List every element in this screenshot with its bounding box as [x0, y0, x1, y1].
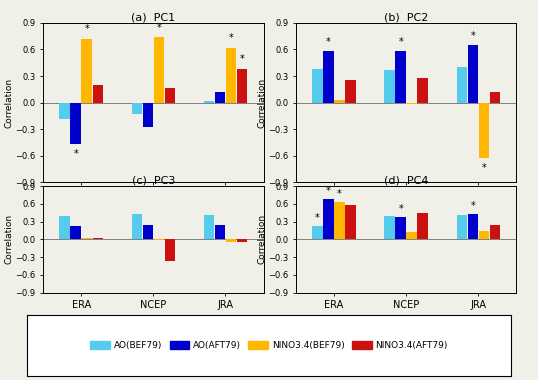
Text: *: *: [398, 37, 403, 47]
Bar: [490, 92, 500, 103]
Bar: [70, 226, 81, 239]
Bar: [204, 215, 214, 239]
Text: *: *: [229, 33, 233, 43]
Title: (b)  PC2: (b) PC2: [384, 12, 428, 22]
Legend: AO(BEF79), AO(AFT79), NINO3.4(BEF79), NINO3.4(AFT79): AO(BEF79), AO(AFT79), NINO3.4(BEF79), NI…: [88, 339, 450, 353]
Text: *: *: [398, 204, 403, 214]
Bar: [70, 103, 81, 144]
Text: *: *: [239, 54, 244, 65]
Bar: [334, 202, 345, 239]
Y-axis label: Correlation: Correlation: [5, 78, 14, 128]
Bar: [59, 216, 70, 239]
Bar: [457, 215, 467, 239]
Bar: [334, 100, 345, 103]
Bar: [407, 232, 417, 239]
Text: *: *: [337, 189, 342, 199]
Bar: [395, 51, 406, 103]
Bar: [132, 103, 142, 114]
Title: (a)  PC1: (a) PC1: [131, 12, 175, 22]
Bar: [143, 103, 153, 127]
Bar: [457, 67, 467, 103]
Bar: [237, 239, 247, 242]
Bar: [81, 39, 92, 103]
Bar: [385, 70, 395, 103]
Title: (c)  PC3: (c) PC3: [132, 176, 175, 185]
Bar: [385, 216, 395, 239]
Title: (d)  PC4: (d) PC4: [384, 176, 428, 185]
Bar: [479, 231, 489, 239]
Bar: [468, 214, 478, 239]
Text: *: *: [470, 201, 475, 211]
Text: *: *: [315, 214, 320, 223]
Bar: [81, 238, 92, 239]
Bar: [345, 81, 356, 103]
Bar: [59, 103, 70, 119]
Text: *: *: [73, 149, 78, 159]
Bar: [215, 225, 225, 239]
Y-axis label: Correlation: Correlation: [258, 78, 267, 128]
Text: *: *: [326, 37, 331, 47]
Text: *: *: [470, 30, 475, 41]
Bar: [93, 238, 103, 239]
Bar: [226, 48, 236, 103]
Bar: [312, 69, 323, 103]
Bar: [407, 103, 417, 105]
Bar: [323, 199, 334, 239]
Bar: [417, 213, 428, 239]
Bar: [312, 226, 323, 239]
Bar: [395, 217, 406, 239]
Bar: [143, 225, 153, 239]
Text: *: *: [482, 163, 486, 173]
Bar: [154, 37, 164, 103]
Bar: [132, 214, 142, 239]
Bar: [154, 239, 164, 240]
Bar: [479, 103, 489, 158]
Y-axis label: Correlation: Correlation: [5, 214, 14, 264]
Y-axis label: Correlation: Correlation: [258, 214, 267, 264]
Bar: [226, 239, 236, 242]
Bar: [215, 92, 225, 103]
Bar: [204, 101, 214, 103]
Text: *: *: [157, 22, 161, 33]
Bar: [323, 51, 334, 103]
Bar: [93, 85, 103, 103]
Bar: [468, 45, 478, 103]
Bar: [490, 225, 500, 239]
Bar: [345, 205, 356, 239]
Bar: [165, 239, 175, 261]
Text: *: *: [84, 24, 89, 34]
Bar: [237, 69, 247, 103]
Text: *: *: [326, 186, 331, 196]
Bar: [165, 89, 175, 103]
Bar: [417, 78, 428, 103]
